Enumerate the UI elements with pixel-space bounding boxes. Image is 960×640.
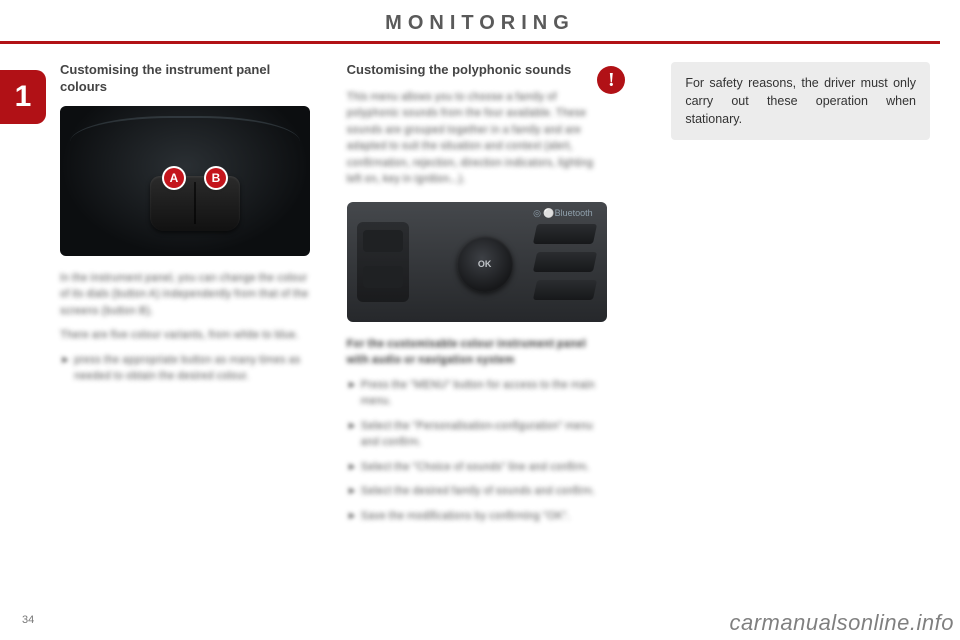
warning-text: For safety reasons, the driver must only… bbox=[685, 76, 916, 126]
audio-side-buttons bbox=[535, 224, 595, 308]
col2-bullet-0: Press the "MENU" button for access to th… bbox=[347, 377, 606, 410]
col2-subhead: For the customisable colour instrument p… bbox=[347, 336, 606, 369]
page-header: MONITORING bbox=[0, 0, 960, 41]
page-number: 34 bbox=[22, 614, 34, 626]
column-1: Customising the instrument panel colours… bbox=[60, 62, 319, 532]
content-area: Customising the instrument panel colours… bbox=[0, 44, 960, 532]
col2-heading: Customising the polyphonic sounds bbox=[347, 62, 606, 79]
col2-bullet-1: Select the "Personalisation-configuratio… bbox=[347, 418, 606, 451]
warning-box: For safety reasons, the driver must only… bbox=[671, 62, 930, 140]
audio-panel-image: ◎ ⚪Bluetooth OK bbox=[347, 202, 607, 322]
col1-heading: Customising the instrument panel colours bbox=[60, 62, 319, 96]
color-button-cluster bbox=[150, 176, 240, 231]
column-3: ! For safety reasons, the driver must on… bbox=[633, 62, 930, 532]
col1-text: In the instrument panel, you can change … bbox=[60, 270, 319, 385]
col2-intro: This menu allows you to choose a family … bbox=[347, 89, 606, 188]
col2-bullet-3: Select the desired family of sounds and … bbox=[347, 483, 606, 500]
col2-body: For the customisable colour instrument p… bbox=[347, 336, 606, 525]
col1-bullet1: press the appropriate button as many tim… bbox=[60, 352, 319, 385]
audio-side-btn-3 bbox=[533, 280, 597, 300]
watermark: carmanualsonline.info bbox=[729, 610, 954, 636]
audio-top-icons: ◎ ⚪Bluetooth bbox=[533, 208, 593, 219]
col1-para1: In the instrument panel, you can change … bbox=[60, 270, 319, 320]
col2-intro-text: This menu allows you to choose a family … bbox=[347, 89, 606, 188]
col2-subhead-text: For the customisable colour instrument p… bbox=[347, 338, 586, 367]
marker-b: B bbox=[206, 168, 226, 188]
column-2: Customising the polyphonic sounds This m… bbox=[347, 62, 606, 532]
instrument-panel-image: A B bbox=[60, 106, 310, 256]
col1-para2: There are five colour variants, from whi… bbox=[60, 327, 319, 344]
audio-wheel: OK bbox=[457, 236, 513, 292]
audio-side-btn-2 bbox=[533, 252, 597, 272]
chapter-tab: 1 bbox=[0, 70, 46, 124]
audio-side-btn-1 bbox=[533, 224, 597, 244]
warning-icon: ! bbox=[597, 66, 625, 94]
audio-left-buttons bbox=[357, 222, 409, 302]
col2-bullet-2: Select the "Choice of sounds" line and c… bbox=[347, 459, 606, 476]
col2-bullet-4: Save the modifications by confirming "OK… bbox=[347, 508, 606, 525]
marker-a: A bbox=[164, 168, 184, 188]
